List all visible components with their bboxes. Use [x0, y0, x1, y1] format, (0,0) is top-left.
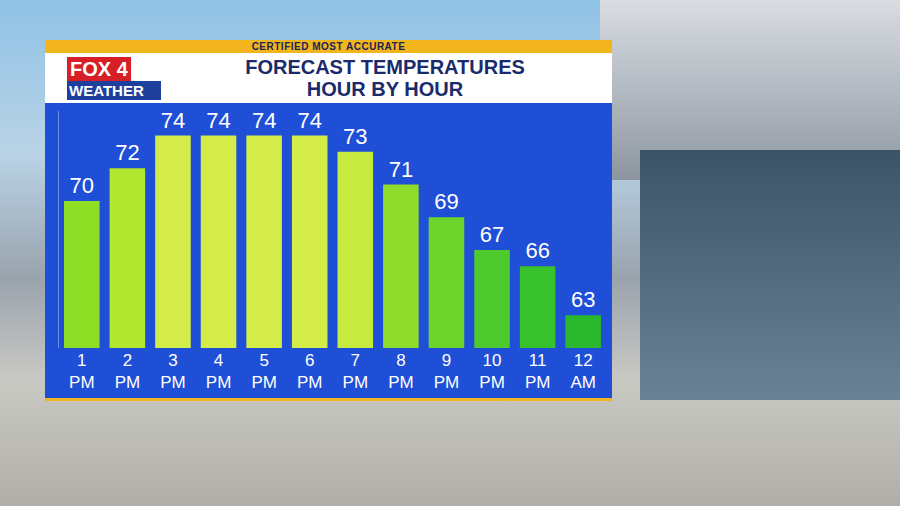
html-text:HOUR BY HOUR: HOUR BY HOUR	[306, 78, 464, 100]
svg-text:69: 69	[434, 189, 458, 214]
html-text:CERTIFIED MOST ACCURATE: CERTIFIED MOST ACCURATE	[251, 41, 406, 52]
svg-text:2PM: 2PM	[115, 351, 141, 392]
svg-text:74: 74	[206, 108, 230, 133]
svg-text:1PM: 1PM	[69, 351, 95, 392]
svg-text:9PM: 9PM	[434, 351, 460, 392]
html-text:WEATHER: WEATHER	[69, 82, 144, 99]
svg-text:66: 66	[525, 238, 549, 263]
html-text:FORECAST TEMPERATURES: FORECAST TEMPERATURES	[245, 56, 525, 78]
svg-text:7PM: 7PM	[343, 351, 369, 392]
html-text:FOX 4: FOX 4	[70, 58, 128, 80]
svg-text:4PM: 4PM	[206, 351, 232, 392]
svg-text:71: 71	[389, 157, 413, 182]
svg-text:73: 73	[343, 124, 367, 149]
svg-text:12AM: 12AM	[570, 351, 596, 392]
svg-text:3PM: 3PM	[160, 351, 186, 392]
svg-text:6PM: 6PM	[297, 351, 323, 392]
svg-text:70: 70	[70, 173, 94, 198]
svg-text:63: 63	[571, 287, 595, 312]
svg-text:74: 74	[252, 108, 276, 133]
svg-text:74: 74	[297, 108, 321, 133]
svg-text:10PM: 10PM	[479, 351, 505, 392]
svg-text:74: 74	[161, 108, 185, 133]
svg-text:11PM: 11PM	[525, 351, 551, 392]
svg-text:5PM: 5PM	[251, 351, 277, 392]
svg-text:8PM: 8PM	[388, 351, 414, 392]
svg-text:72: 72	[115, 140, 139, 165]
svg-text:67: 67	[480, 222, 504, 247]
